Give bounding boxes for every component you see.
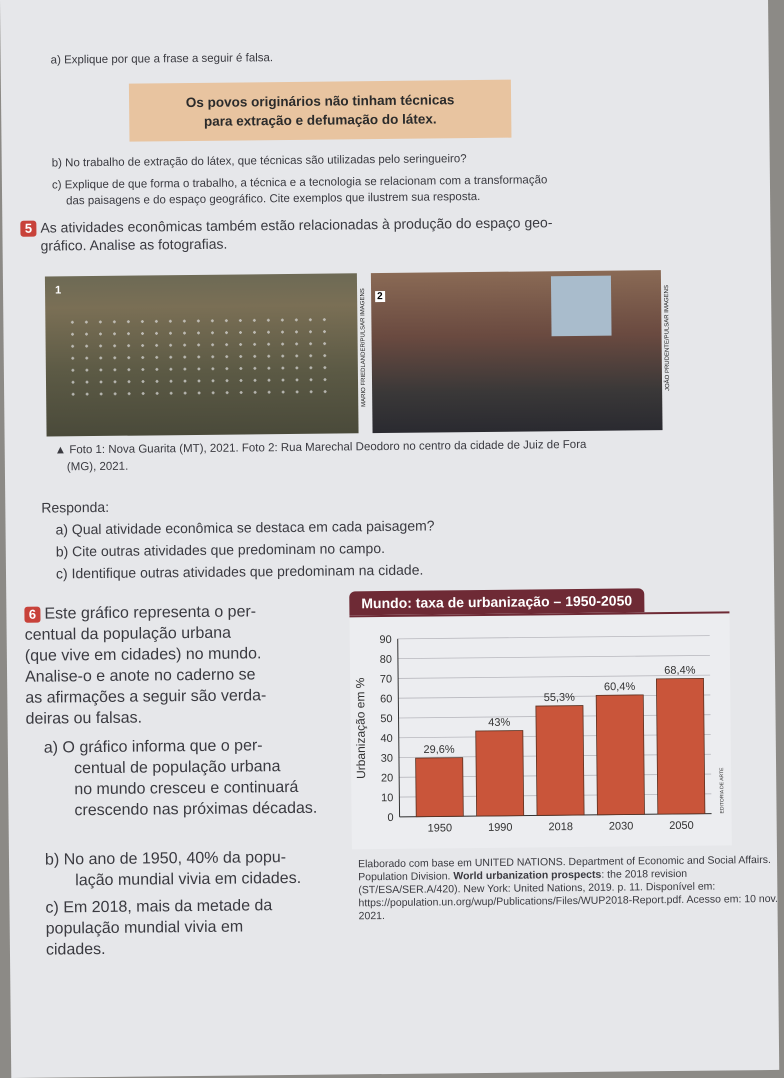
photo-1-credit: MARIO FRIEDLANDER/PULSAR IMAGENS bbox=[360, 288, 368, 407]
q6-item-c: c) Em 2018, mais da metade da população m… bbox=[45, 895, 272, 960]
gridline bbox=[397, 654, 710, 660]
question-number-6: 6 bbox=[24, 606, 41, 623]
q6-b-line: b) No ano de 1950, 40% da popu- bbox=[44, 849, 287, 869]
q6-c-line: c) Em 2018, mais da metade da bbox=[45, 897, 273, 917]
q4-item-c-line2: das paisagens e do espaço geográfico. Ci… bbox=[66, 190, 481, 208]
q6-line: (que vive em cidades) no mundo. bbox=[24, 645, 262, 665]
bar-1990 bbox=[475, 730, 525, 817]
q6-line: Este gráfico representa o per- bbox=[44, 603, 257, 623]
q6-b-line: lação mundial vivia em cidades. bbox=[75, 869, 302, 890]
photo-2-city-street: 2 bbox=[370, 270, 663, 434]
data-label: 68,4% bbox=[664, 664, 696, 676]
q5-item-b: b) Cite outras atividades que predominam… bbox=[55, 539, 386, 560]
photo-1-label: 1 bbox=[54, 284, 62, 297]
q6-item-a: a) O gráfico informa que o per-centual d… bbox=[44, 735, 318, 822]
photo-2-credit: JOÃO PRUDENTE/PULSAR IMAGENS bbox=[664, 284, 672, 392]
data-label: 60,4% bbox=[604, 681, 636, 693]
responda-label: Responda: bbox=[41, 498, 110, 516]
x-tick-label: 1990 bbox=[488, 822, 513, 834]
q6-a-line: a) O gráfico informa que o per- bbox=[43, 737, 263, 757]
bar-2050 bbox=[655, 677, 706, 815]
q6-line: deiras ou falsas. bbox=[25, 709, 143, 728]
q6-a-line: no mundo cresceu e continuará bbox=[74, 778, 299, 799]
y-tick-label: 70 bbox=[380, 673, 392, 685]
q5-item-a: a) Qual atividade econômica se destaca e… bbox=[55, 517, 435, 538]
y-tick-label: 60 bbox=[380, 693, 392, 705]
q4-item-a: a) Explique por que a frase a seguir é f… bbox=[50, 52, 274, 67]
quote-line-1: Os povos originários não tinham técnicas bbox=[185, 92, 455, 111]
q6-a-line: centual de população urbana bbox=[73, 758, 281, 778]
y-axis bbox=[397, 638, 401, 817]
photo-caption-line2: (MG), 2021. bbox=[66, 460, 129, 474]
x-tick-label: 2050 bbox=[669, 820, 694, 832]
y-tick-label: 10 bbox=[381, 792, 393, 804]
y-tick-label: 80 bbox=[380, 654, 392, 666]
y-tick-label: 0 bbox=[387, 812, 393, 824]
q4-item-b: b) No trabalho de extração do látex, que… bbox=[51, 153, 467, 170]
y-tick-label: 40 bbox=[380, 733, 392, 745]
gridline bbox=[397, 635, 710, 640]
data-label: 29,6% bbox=[423, 744, 455, 756]
data-label: 43% bbox=[488, 717, 510, 729]
sky bbox=[550, 275, 612, 337]
q6-line: Analise-o e anote no caderno se bbox=[25, 666, 256, 686]
q6-intro: 6 Este gráfico representa o per- centual … bbox=[24, 600, 345, 729]
q6-c-line: cidades. bbox=[45, 940, 106, 959]
q4-item-c-line1: c) Explique de que forma o trabalho, a t… bbox=[51, 174, 548, 192]
x-tick-label: 2030 bbox=[609, 820, 634, 832]
q5-text-line2: gráfico. Analise as fotografias. bbox=[40, 235, 228, 254]
urbanization-chart: Mundo: taxa de urbanização – 1950-2050 0… bbox=[349, 587, 732, 850]
q6-line: centual da população urbana bbox=[24, 624, 232, 644]
chart-title: Mundo: taxa de urbanização – 1950-2050 bbox=[349, 588, 645, 616]
photo-2-label: 2 bbox=[375, 290, 385, 303]
photo-1-cattle-field: 1 bbox=[44, 273, 359, 437]
q5-text-line1: As atividades econômicas também estão re… bbox=[40, 214, 553, 236]
chart-source: Elaborado com base em UNITED NATIONS. De… bbox=[358, 854, 779, 923]
x-tick-label: 1950 bbox=[428, 822, 453, 834]
quote-line-2: para extração e defumação do látex. bbox=[203, 111, 437, 129]
x-tick-label: 2018 bbox=[548, 821, 573, 833]
data-label: 55,3% bbox=[544, 692, 576, 704]
y-tick-label: 20 bbox=[381, 772, 393, 784]
cattle-herd bbox=[65, 313, 337, 397]
bar-2018 bbox=[535, 705, 585, 816]
q5-item-c: c) Identifique outras atividades que pre… bbox=[55, 561, 424, 582]
q6-line: as afirmações a seguir são verda- bbox=[25, 687, 267, 707]
q6-item-b: b) No ano de 1950, 40% da popu-lação mun… bbox=[45, 847, 301, 892]
q6-a-line: crescendo nas próximas décadas. bbox=[74, 799, 318, 820]
bar-2030 bbox=[595, 694, 645, 816]
source-title: World urbanization prospects bbox=[453, 868, 602, 883]
false-statement-box: Os povos originários não tinham técnicas… bbox=[128, 79, 512, 142]
photo-caption-line1: ▲ Foto 1: Nova Guarita (MT), 2021. Foto … bbox=[54, 438, 587, 457]
y-tick-label: 30 bbox=[381, 753, 393, 765]
question-number-5: 5 bbox=[20, 220, 37, 237]
y-axis-label: Urbanização em % bbox=[353, 677, 368, 779]
y-tick-label: 50 bbox=[380, 713, 392, 725]
q6-c-line: população mundial vivia em bbox=[45, 918, 244, 938]
art-credit: EDITORIA DE ARTE bbox=[719, 767, 725, 814]
gridline bbox=[398, 674, 711, 679]
bar-1950 bbox=[415, 757, 464, 818]
y-tick-label: 90 bbox=[379, 634, 391, 646]
